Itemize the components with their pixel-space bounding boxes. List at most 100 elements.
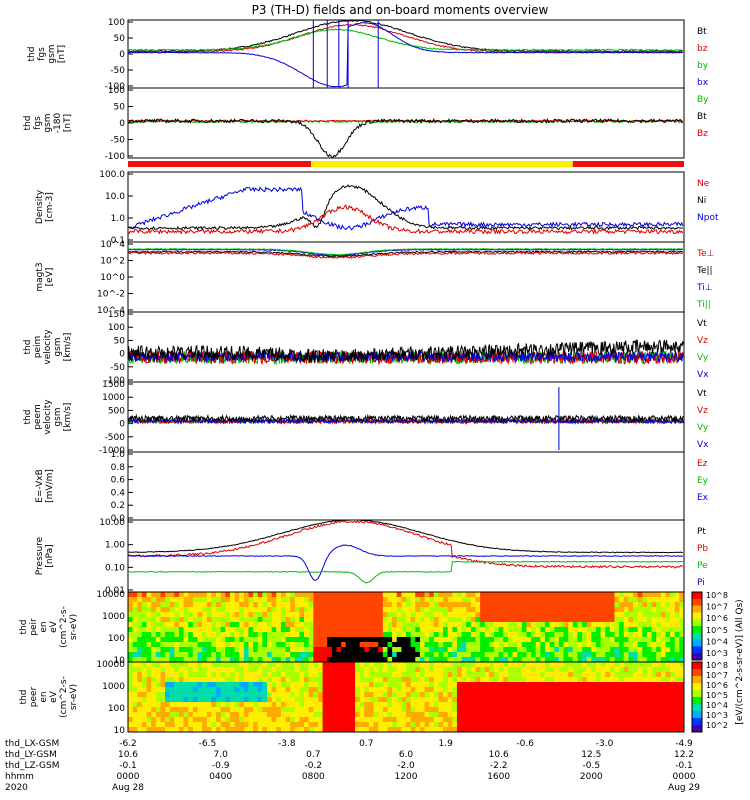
spec-cell bbox=[540, 702, 546, 708]
spec-cell bbox=[410, 612, 416, 618]
spec-cell bbox=[257, 667, 263, 673]
spec-cell bbox=[572, 727, 578, 733]
spec-cell bbox=[253, 627, 259, 633]
spec-cell bbox=[368, 652, 375, 658]
spec-cell bbox=[155, 592, 161, 598]
spec-cell bbox=[651, 607, 657, 613]
spec-cell bbox=[378, 687, 384, 693]
spec-cell bbox=[415, 727, 421, 733]
spec-cell bbox=[183, 632, 189, 638]
spec-cell bbox=[322, 637, 328, 643]
spec-cell bbox=[577, 687, 583, 693]
spec-cell bbox=[178, 657, 185, 663]
spec-cell bbox=[160, 647, 166, 653]
spec-cell bbox=[406, 707, 412, 713]
spec-cell bbox=[229, 692, 236, 698]
spec-cell bbox=[392, 602, 398, 608]
spec-cell bbox=[262, 607, 268, 613]
spec-cell bbox=[225, 677, 231, 683]
spec-cell bbox=[174, 657, 180, 663]
spec-cell bbox=[132, 687, 138, 693]
spec-cell bbox=[192, 662, 198, 668]
spec-cell bbox=[415, 707, 421, 713]
spec-cell bbox=[304, 682, 310, 688]
spec-cell bbox=[368, 627, 375, 633]
spec-cell bbox=[327, 727, 333, 733]
spec-cell bbox=[211, 687, 217, 693]
spec-cell bbox=[359, 682, 365, 688]
spec-cell bbox=[146, 657, 152, 663]
spec-cell bbox=[322, 622, 328, 628]
spec-cell bbox=[563, 637, 569, 643]
spec-cell bbox=[178, 612, 185, 618]
spec-cell bbox=[670, 722, 676, 728]
spec-cell bbox=[572, 702, 578, 708]
ylabel-line: [cm-3] bbox=[45, 192, 55, 222]
spec-cell bbox=[401, 682, 407, 688]
spec-cell bbox=[572, 687, 578, 693]
spec-cell bbox=[285, 722, 291, 728]
spec-cell bbox=[234, 667, 240, 673]
spec-cell bbox=[628, 672, 634, 678]
spec-cell bbox=[498, 682, 504, 688]
spec-cell bbox=[642, 622, 648, 628]
spec-cell bbox=[220, 662, 226, 668]
spec-cell bbox=[572, 652, 578, 658]
spec-cell bbox=[586, 727, 592, 733]
spec-cell bbox=[336, 692, 342, 698]
spec-cell bbox=[679, 702, 685, 708]
spec-cell bbox=[220, 597, 226, 603]
spec-cell bbox=[406, 592, 412, 598]
spec-cell bbox=[619, 712, 625, 718]
spec-cell bbox=[225, 712, 231, 718]
spec-cell bbox=[146, 607, 152, 613]
spec-cell bbox=[456, 597, 463, 603]
spec-cell bbox=[373, 622, 379, 628]
spec-cell bbox=[239, 672, 245, 678]
spec-cell bbox=[646, 662, 653, 668]
spec-cell bbox=[382, 682, 388, 688]
spec-cell bbox=[382, 647, 388, 653]
spec-cell bbox=[540, 682, 546, 688]
spec-cell bbox=[656, 652, 662, 658]
spec-cell bbox=[327, 592, 333, 598]
spec-cell bbox=[373, 647, 379, 653]
spec-cell bbox=[304, 652, 310, 658]
spec-cell bbox=[341, 707, 347, 713]
spec-cell bbox=[313, 627, 319, 633]
spec-cell bbox=[429, 642, 435, 648]
spec-cell bbox=[192, 727, 198, 733]
spec-cell bbox=[192, 642, 198, 648]
spec-cell bbox=[267, 682, 273, 688]
spec-cell bbox=[628, 677, 634, 683]
spec-cell bbox=[554, 647, 560, 653]
spec-cell bbox=[285, 642, 291, 648]
spec-cell bbox=[619, 617, 625, 623]
spec-cell bbox=[382, 627, 388, 633]
spec-cell bbox=[368, 612, 375, 618]
spec-cell bbox=[568, 682, 574, 688]
spec-cell bbox=[308, 622, 314, 628]
spec-cell bbox=[169, 662, 175, 668]
spec-cell bbox=[239, 697, 245, 703]
spec-cell bbox=[498, 597, 504, 603]
spec-cell bbox=[257, 677, 263, 683]
spec-cell bbox=[174, 727, 180, 733]
spec-cell bbox=[507, 707, 514, 713]
spec-cell bbox=[299, 652, 305, 658]
spec-cell bbox=[174, 607, 180, 613]
spec-cell bbox=[336, 682, 342, 688]
spec-cell bbox=[628, 592, 634, 598]
spec-cell bbox=[378, 712, 384, 718]
spec-cell bbox=[355, 687, 361, 693]
spec-cell bbox=[582, 682, 588, 688]
spec-cell bbox=[452, 637, 458, 643]
spec-cell bbox=[382, 712, 388, 718]
spec-cell bbox=[447, 657, 453, 663]
spec-cell bbox=[531, 612, 537, 618]
spec-cell bbox=[155, 612, 161, 618]
spec-cell bbox=[433, 647, 439, 653]
spec-cell bbox=[443, 677, 449, 683]
spec-cell bbox=[202, 657, 208, 663]
spec-cell bbox=[660, 707, 666, 713]
